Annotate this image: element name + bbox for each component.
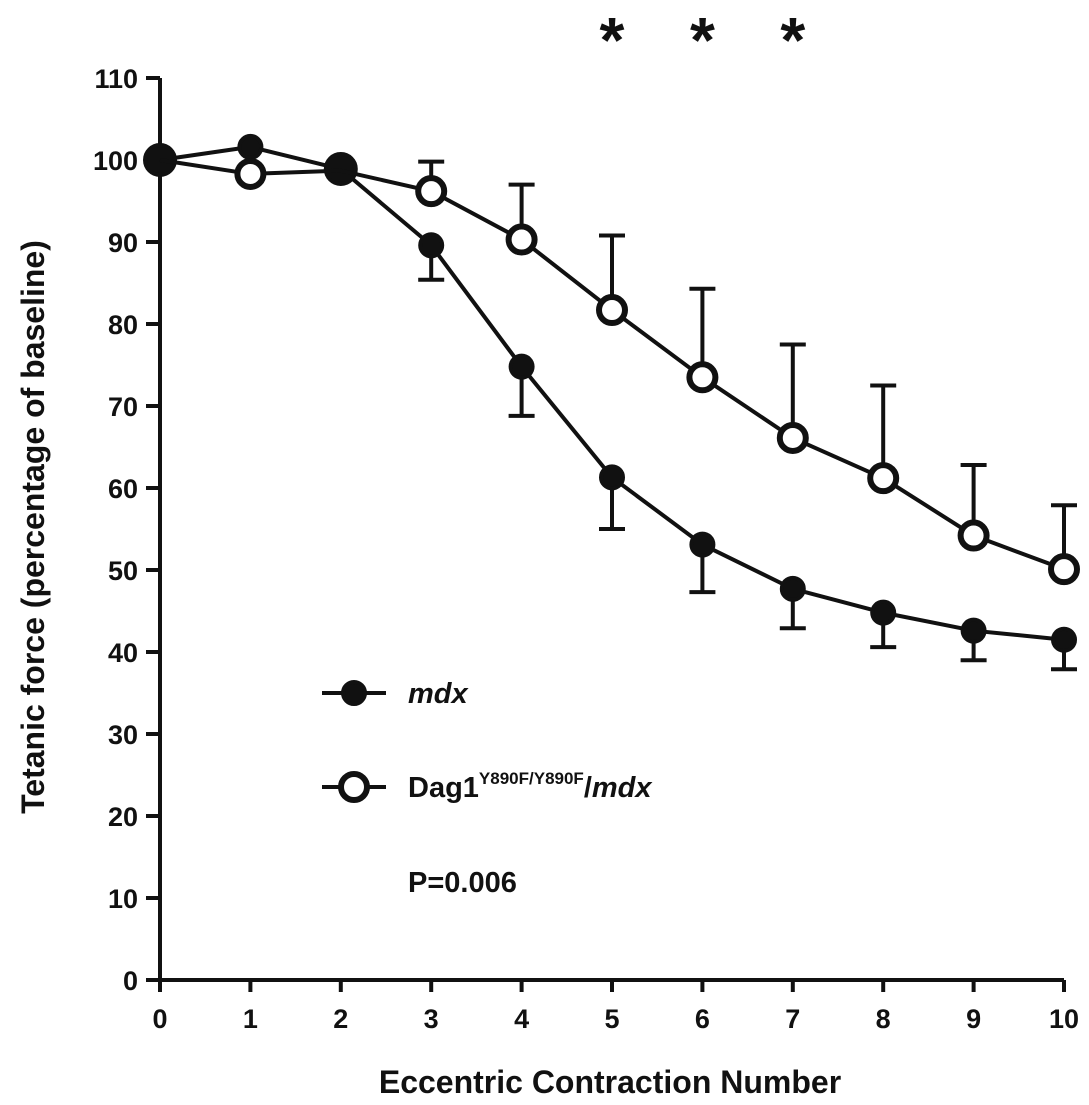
legend-label-dag1-superscript: Y890F/Y890F: [479, 769, 584, 788]
point-dag1-9: [957, 519, 990, 552]
x-tick-label-2: 2: [333, 1004, 348, 1034]
point-dag1-1: [234, 157, 267, 190]
point-mdx-3: [418, 232, 445, 259]
x-tick-label-5: 5: [604, 1004, 619, 1034]
x-tick-label-9: 9: [966, 1004, 981, 1034]
y-tick-label-8: 80: [108, 310, 138, 340]
legend-marker-mdx: [341, 680, 367, 706]
y-tick-label-7: 70: [108, 392, 138, 422]
x-axis-ticks: 0 1 2 3 4 5 6 7 8 9 10: [152, 980, 1079, 1034]
y-tick-label-6: 60: [108, 474, 138, 504]
point-dag1-3: [415, 175, 448, 208]
point-mdx-10: [1051, 626, 1077, 653]
significance-star-6: *: [690, 4, 715, 76]
series-mdx: [143, 133, 1077, 672]
point-dag1-4: [505, 223, 538, 256]
point-dag1-6: [686, 361, 719, 394]
legend-label-dag1: Dag1Y890F/Y890F/mdx: [408, 769, 653, 804]
series-layer: [143, 133, 1080, 672]
series-dag1: [159, 157, 1080, 586]
x-tick-label-10: 10: [1049, 1004, 1079, 1034]
legend-label-dag1-mdx: mdx: [592, 772, 654, 804]
legend-label-dag1-base: Dag1: [408, 772, 479, 804]
x-tick-label-7: 7: [785, 1004, 800, 1034]
y-tick-label-3: 30: [108, 720, 138, 750]
series-line-mdx: [159, 144, 1065, 642]
legend-marker-dag1: [338, 771, 370, 803]
y-tick-label-0: 0: [123, 966, 138, 996]
y-tick-label-11: 110: [94, 64, 138, 94]
y-tick-label-2: 20: [108, 802, 138, 832]
y-tick-label-9: 90: [108, 228, 138, 258]
point-mdx-1: [237, 133, 264, 160]
y-axis-ticks: 0 10 20 30 40 50 60 70 80 90 100 110: [93, 64, 160, 996]
legend-item-dag1: Dag1Y890F/Y890F/mdx: [322, 769, 653, 804]
x-tick-label-6: 6: [695, 1004, 710, 1034]
y-tick-label-10: 100: [93, 146, 138, 176]
significance-markers: * * *: [600, 4, 806, 76]
point-mdx-9: [960, 617, 987, 644]
point-mdx-4: [508, 353, 535, 380]
y-tick-label-4: 40: [108, 638, 138, 668]
point-dag1-5: [596, 294, 628, 327]
legend-item-mdx: mdx: [322, 678, 470, 710]
x-tick-label-4: 4: [514, 1004, 529, 1034]
legend: mdx Dag1Y890F/Y890F/mdx: [322, 678, 653, 804]
x-tick-label-0: 0: [152, 1004, 167, 1034]
y-axis-title: Tetanic force (percentage of baseline): [15, 240, 51, 814]
y-tick-label-1: 10: [108, 884, 138, 914]
legend-label-dag1-slash: /: [584, 772, 592, 804]
significance-star-7: *: [780, 4, 805, 76]
legend-label-mdx: mdx: [408, 678, 470, 710]
x-tick-label-8: 8: [876, 1004, 891, 1034]
point-dag1-10: [1048, 553, 1080, 586]
y-tick-label-5: 50: [108, 556, 138, 586]
x-tick-label-3: 3: [424, 1004, 439, 1034]
significance-star-5: *: [600, 4, 625, 76]
point-mdx-6: [689, 531, 716, 558]
x-axis-title: Eccentric Contraction Number: [379, 1064, 841, 1100]
point-dag1-7: [776, 421, 809, 454]
point-mdx-7: [779, 575, 806, 602]
point-mdx-8: [870, 599, 897, 626]
p-value-annotation: P=0.006: [408, 867, 517, 899]
point-dag1-8: [867, 462, 900, 495]
point-mdx-5: [599, 464, 625, 491]
x-tick-label-1: 1: [243, 1004, 258, 1034]
